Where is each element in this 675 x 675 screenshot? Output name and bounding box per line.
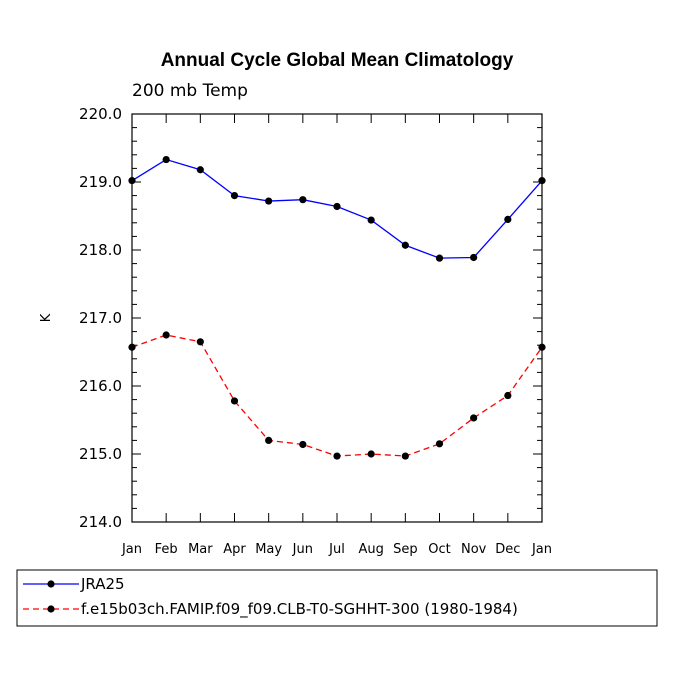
chart-subtitle: 200 mb Temp <box>132 81 248 101</box>
plot-frame-group <box>131 113 543 523</box>
series-1-point <box>162 331 170 339</box>
series-0-point <box>196 166 204 174</box>
series-1-point <box>265 436 273 444</box>
series-1-point <box>299 440 307 449</box>
x-tick-label: Apr <box>223 542 246 557</box>
y-tick-label: 215.0 <box>79 445 122 463</box>
series-line-1 <box>131 334 543 457</box>
x-tick-label: Jan <box>121 542 142 557</box>
x-tick-label: Sep <box>393 542 418 557</box>
series-group <box>128 155 546 460</box>
series-1-point <box>401 452 409 460</box>
series-0-point <box>265 197 273 205</box>
x-tick-label: Dec <box>495 542 520 557</box>
legend-label-1: f.e15b03ch.FAMIP.f09_f09.CLB-T0-SGHHT-30… <box>81 600 518 619</box>
x-tick-label: Mar <box>188 542 213 557</box>
series-0-point <box>470 253 478 262</box>
legend-box <box>16 569 658 627</box>
series-1-point <box>196 338 204 346</box>
series-0-point <box>435 254 444 262</box>
series-0-point <box>333 202 341 211</box>
x-tick-label: May <box>255 542 282 557</box>
y-axis-ticks: 214.0 215.0 216.0 217.0 218.0 219.0 220.0 <box>79 105 542 531</box>
series-1-point <box>128 343 136 351</box>
plot-frame <box>131 113 543 523</box>
x-axis-ticks: Jan Feb Mar Apr May Jun Jul Aug Sep Oct Nov Dec Jan <box>121 114 552 557</box>
x-tick-label: Oct <box>428 542 450 557</box>
y-tick-label: 216.0 <box>79 377 122 395</box>
series-1-point <box>504 391 512 400</box>
x-tick-label: Nov <box>461 542 487 557</box>
chart-title: Annual Cycle Global Mean Climatology <box>161 50 514 71</box>
legend: JRA25 f.e15b03ch.FAMIP.f09_f09.CLB-T0-SGH… <box>16 569 658 627</box>
series-1-point <box>435 440 444 448</box>
series-0-point <box>128 177 136 185</box>
x-tick-label: Jun <box>292 542 313 557</box>
series-1-point <box>230 397 239 405</box>
y-tick-label: 218.0 <box>79 241 122 259</box>
x-tick-label: Feb <box>155 542 178 557</box>
series-1-point <box>538 343 546 351</box>
legend-marker-0 <box>47 580 55 588</box>
series-0-point <box>230 192 239 200</box>
y-tick-label: 219.0 <box>79 173 122 191</box>
series-0-point <box>299 196 307 204</box>
y-axis-label: K <box>39 313 54 322</box>
series-0-point <box>504 215 512 223</box>
series-0-point <box>538 177 546 185</box>
legend-label-0: JRA25 <box>80 575 125 593</box>
series-0-point <box>401 241 409 249</box>
series-1-point <box>470 414 478 422</box>
legend-marker-1 <box>47 605 55 613</box>
series-0-point <box>367 216 375 224</box>
x-tick-label: Jan <box>531 542 552 557</box>
x-tick-label: Aug <box>358 542 383 557</box>
y-tick-label: 214.0 <box>79 513 122 531</box>
y-tick-label: 217.0 <box>79 309 122 327</box>
series-0-point <box>162 155 170 164</box>
series-1-point <box>333 452 341 460</box>
x-tick-label: Jul <box>328 542 345 557</box>
series-1-point <box>367 450 375 458</box>
y-tick-label: 220.0 <box>79 105 122 123</box>
